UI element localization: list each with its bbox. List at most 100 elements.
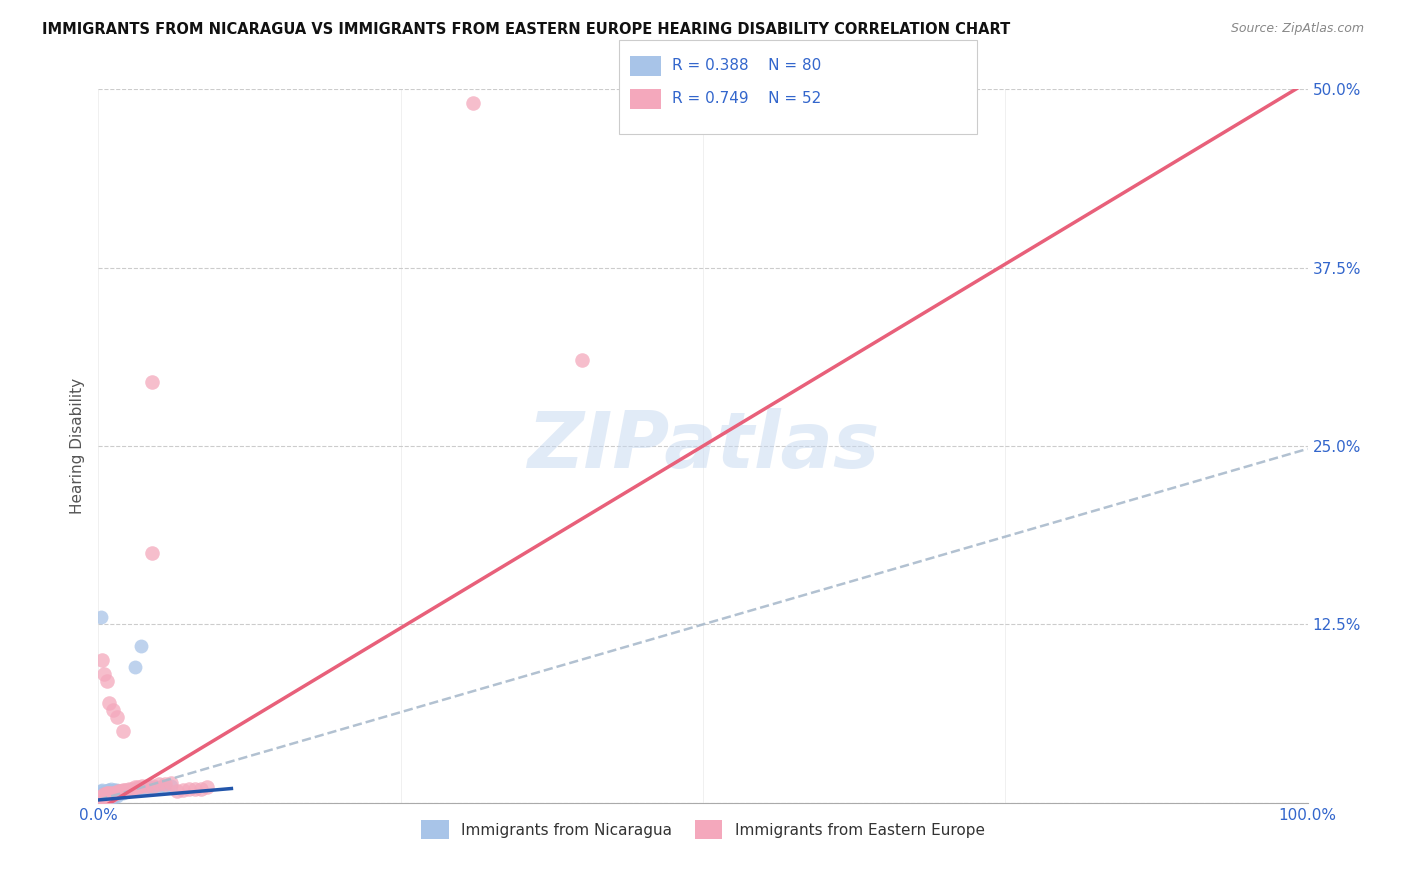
Point [100,781,122,796]
Point [184,781,207,796]
Point [108,784,131,798]
Point [105,786,128,800]
Point [131,779,153,793]
Point [97,787,120,801]
Point [103,786,125,800]
Point [103,783,125,797]
Point [104,783,127,797]
Point [97,786,120,800]
Point [129,639,152,653]
Point [107,784,129,798]
Point [145,780,167,794]
Text: ZIPatlas: ZIPatlas [527,408,879,484]
Point [112,784,135,798]
Point [93,791,115,805]
Point [100,786,122,800]
Text: IMMIGRANTS FROM NICARAGUA VS IMMIGRANTS FROM EASTERN EUROPE HEARING DISABILITY C: IMMIGRANTS FROM NICARAGUA VS IMMIGRANTS … [42,22,1011,37]
Point [96,674,118,689]
Point [96,787,118,801]
Point [141,375,163,389]
Point [93,790,115,805]
Point [114,783,136,797]
Point [90,791,112,805]
Point [100,789,122,803]
Point [98,790,121,805]
Point [107,787,129,801]
Point [101,789,124,803]
Point [103,789,125,803]
Point [91,789,114,803]
Point [105,789,128,803]
Point [91,791,114,805]
Point [98,696,121,710]
Point [91,789,114,803]
Point [121,781,143,796]
Point [124,781,146,796]
Point [138,780,160,794]
Point [91,790,114,805]
Point [94,787,117,801]
Point [124,780,146,794]
Point [98,787,121,801]
Point [160,776,183,790]
Point [91,791,114,805]
Point [111,783,134,797]
Point [463,96,485,111]
Point [93,667,115,681]
Point [93,791,115,805]
Text: R = 0.388    N = 80: R = 0.388 N = 80 [672,58,821,72]
Point [89,789,111,803]
Point [135,779,157,793]
Point [101,787,124,801]
Point [153,779,176,793]
Point [94,784,117,798]
Point [127,781,149,796]
Point [108,786,131,800]
Point [129,781,152,796]
Point [172,783,194,797]
Point [105,783,128,797]
Point [96,786,118,800]
Point [114,784,136,798]
Point [91,653,114,667]
Point [91,787,114,801]
Point [118,783,141,797]
Point [148,780,170,794]
Point [96,784,118,798]
Point [141,546,163,560]
Point [190,781,212,796]
Point [89,793,111,807]
Point [142,779,165,793]
Point [90,610,112,624]
Point [135,781,157,796]
Point [111,786,134,800]
Text: R = 0.749    N = 52: R = 0.749 N = 52 [672,91,821,105]
Point [97,791,120,805]
Legend: Immigrants from Nicaragua, Immigrants from Eastern Europe: Immigrants from Nicaragua, Immigrants fr… [415,814,991,845]
Point [93,787,115,801]
Point [93,790,115,805]
Point [101,790,124,805]
Point [94,790,117,805]
Point [195,780,218,794]
Point [148,777,170,791]
Point [127,780,149,794]
Point [179,781,201,796]
Point [100,789,122,803]
Point [97,790,120,805]
Point [153,777,176,791]
Point [94,790,117,805]
Point [121,783,143,797]
Point [91,790,114,805]
Point [142,780,165,794]
Point [90,790,112,805]
Point [104,787,127,801]
Point [91,791,114,805]
Point [134,781,156,796]
Point [90,784,112,798]
Point [166,784,188,798]
Point [101,784,124,798]
Point [104,786,127,800]
Point [100,784,122,798]
Point [96,790,118,805]
